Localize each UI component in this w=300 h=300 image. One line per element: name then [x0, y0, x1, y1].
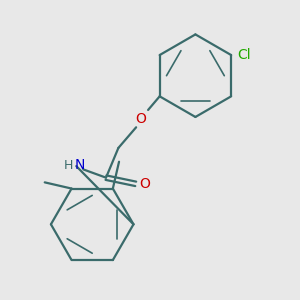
Text: N: N	[75, 158, 86, 172]
Text: O: O	[139, 177, 150, 191]
Text: O: O	[136, 112, 146, 126]
Text: H: H	[64, 159, 73, 172]
Text: Cl: Cl	[237, 48, 251, 62]
